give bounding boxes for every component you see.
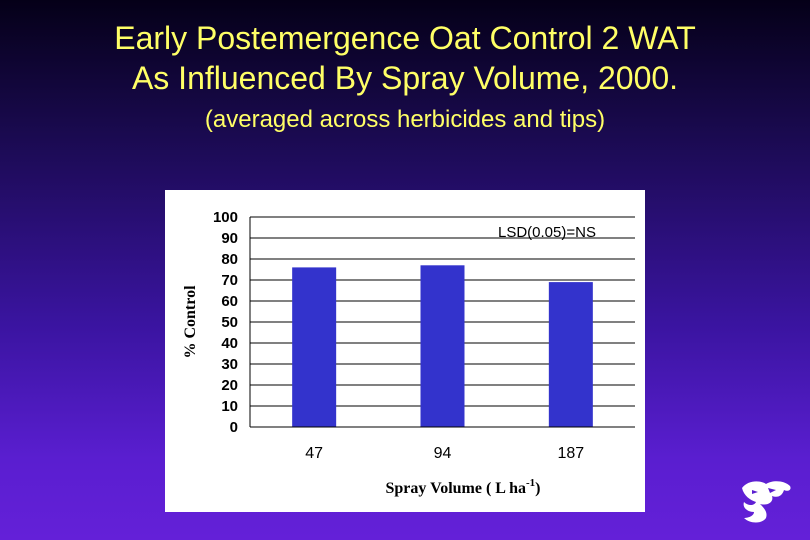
bar	[548, 282, 593, 427]
title-block: Early Postemergence Oat Control 2 WAT As…	[0, 18, 810, 98]
y-tick-label: 70	[221, 272, 238, 289]
x-axis-label-suffix: )	[535, 480, 540, 497]
subtitle: (averaged across herbicides and tips)	[204, 106, 606, 133]
x-axis-label-main: Spray Volume ( L ha	[386, 480, 526, 497]
wildcat-logo-icon	[742, 481, 791, 523]
y-tick-label: 20	[221, 377, 238, 394]
x-axis-label: Spray Volume ( L ha-1)	[386, 477, 541, 497]
y-tick-label: 60	[221, 293, 238, 310]
bar	[292, 267, 337, 427]
x-tick-label: 94	[434, 445, 452, 462]
y-tick-label: 80	[221, 251, 238, 268]
y-axis-label: % Control	[182, 285, 199, 359]
bars	[292, 265, 593, 427]
y-tick-labels: 0 10 20 30 40 50 60 70 80 90 100	[213, 209, 238, 436]
title-line-1: Early Postemergence Oat Control 2 WAT	[114, 20, 696, 56]
y-tick-label: 10	[221, 398, 238, 415]
y-tick-label: 40	[221, 335, 238, 352]
x-tick-labels: 47 94 187	[305, 445, 584, 462]
bar-chart: 0 10 20 30 40 50 60 70 80 90 100 47 94 187 % Control…	[182, 209, 635, 497]
title-line-2: As Influenced By Spray Volume, 2000.	[131, 60, 679, 96]
y-tick-label: 0	[230, 419, 238, 436]
y-tick-label: 90	[221, 230, 238, 247]
chart-panel: 0 10 20 30 40 50 60 70 80 90 100 47 94 187 % Control…	[165, 190, 645, 512]
y-tick-label: 30	[221, 356, 238, 373]
lsd-annotation: LSD(0.05)=NS	[498, 224, 596, 241]
x-axis-label-superscript: -1	[526, 477, 535, 489]
y-tick-label: 100	[213, 209, 238, 226]
x-tick-label: 47	[305, 445, 323, 462]
y-tick-label: 50	[221, 314, 238, 331]
bar	[420, 265, 465, 427]
x-tick-label: 187	[557, 445, 584, 462]
